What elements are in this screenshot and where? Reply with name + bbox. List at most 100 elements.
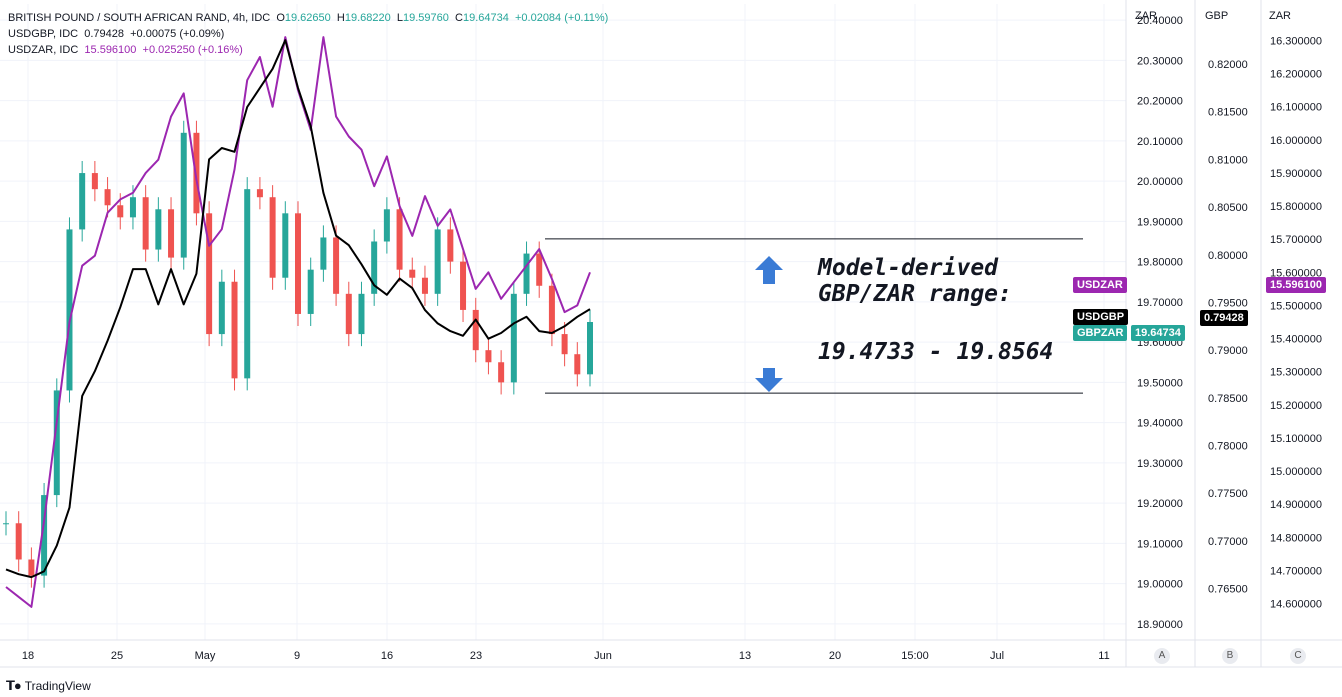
candle-body (104, 189, 111, 206)
candle-body (269, 197, 276, 278)
legend-change: +0.02084 (+0.11%) (514, 12, 609, 24)
legend-usdzar-value: 15.596100 (84, 44, 137, 56)
time-tick-label: 25 (111, 650, 123, 662)
zar-right-tick-label: 15.000000 (1270, 466, 1322, 478)
gbpzar-candles (3, 120, 593, 588)
range-levels[interactable] (545, 238, 1083, 394)
zar-right-tick-label: 15.100000 (1270, 433, 1322, 445)
gbp-tick-label: 0.82000 (1208, 59, 1248, 71)
candle-body (142, 197, 149, 250)
gbp-tick-label: 0.78500 (1208, 393, 1248, 405)
gbp-tick-label: 0.78000 (1208, 440, 1248, 452)
tradingview-logo[interactable]: 𝗧● TradingView (6, 678, 91, 694)
zar-left-tick-label: 19.00000 (1137, 579, 1183, 591)
legend-o-label: O (276, 12, 285, 24)
gbp-tick-label: 0.81000 (1208, 154, 1248, 166)
candle-body (206, 213, 213, 335)
candle-body (168, 209, 175, 258)
time-tick-label: Jun (594, 650, 612, 662)
axis-b-button[interactable]: B (1222, 648, 1238, 664)
legend-usdzar-change: +0.025250 (+0.16%) (142, 44, 243, 56)
price-axes[interactable]: 20.40000 20.30000 20.20000 20.10000 20.00000… (0, 0, 1342, 668)
zar-left-tick-label: 19.10000 (1137, 538, 1183, 550)
candle-body (383, 209, 390, 242)
tradingview-name: TradingView (24, 679, 91, 693)
gbpzar-name-tag: GBPZAR (1073, 325, 1128, 341)
time-tick-label: 9 (294, 650, 300, 662)
usdgbp-name-tag: USDGBP (1073, 309, 1129, 325)
candle-body (3, 523, 9, 525)
candle-body (472, 309, 479, 351)
annotation-line2: GBP/ZAR range: (818, 281, 1012, 307)
candle-body (421, 277, 428, 294)
time-tick-label: Jul (990, 650, 1004, 662)
usdgbp-value-tag: 0.79428 (1200, 310, 1248, 326)
time-tick-label: 13 (739, 650, 751, 662)
tradingview-logo-icon: 𝗧● (6, 678, 22, 693)
overlay-series (5, 36, 591, 608)
candle-body (358, 293, 365, 335)
time-tick-label: 18 (22, 650, 34, 662)
axis-c-button[interactable]: C (1290, 648, 1306, 664)
zar-left-tick-label: 19.30000 (1137, 458, 1183, 470)
series-line-usdgbp (5, 39, 591, 579)
time-tick-label: 15:00 (901, 650, 929, 662)
grid-lines (0, 4, 1126, 640)
candle-body (587, 322, 593, 375)
candle-body (180, 132, 187, 258)
axis-a-button[interactable]: A (1154, 648, 1170, 664)
candle-body (41, 495, 48, 576)
zar-left-tick-label: 20.40000 (1137, 15, 1183, 27)
time-axis[interactable]: 18 25 May 9 16 23 Jun 13 20 15:00 Jul 11 (22, 650, 1110, 662)
gbp-tick-label: 0.80500 (1208, 202, 1248, 214)
candle-body (548, 285, 555, 335)
candle-body (371, 241, 378, 294)
candle-body (155, 209, 162, 250)
zar-left-tick-label: 20.10000 (1137, 136, 1183, 148)
time-tick-label: 20 (829, 650, 841, 662)
time-tick-label: May (195, 650, 216, 662)
candle-body (460, 261, 467, 310)
time-tick-label: 11 (1098, 650, 1109, 662)
gbp-tick-label: 0.79000 (1208, 345, 1248, 357)
arrow-down-icon (755, 368, 783, 392)
zar-right-tick-label: 15.900000 (1270, 168, 1322, 180)
time-tick-label: 16 (381, 650, 393, 662)
legend-usdgbp-change: +0.00075 (+0.09%) (130, 28, 225, 40)
legend-open: 19.62650 (284, 12, 331, 24)
legend-usdzar-title: USDZAR, IDC (8, 44, 79, 56)
zar-left-tick-label: 18.90000 (1137, 619, 1183, 631)
zar-left-tick-label: 20.00000 (1137, 176, 1183, 188)
candle-body (307, 269, 314, 314)
legend-main-title: BRITISH POUND / SOUTH AFRICAN RAND, 4h, … (8, 12, 271, 24)
legend-gbpzar: BRITISH POUND / SOUTH AFRICAN RAND, 4h, … (8, 10, 608, 26)
candle-body (15, 523, 22, 560)
legend-l-label: L (396, 12, 403, 24)
candle-body (498, 362, 505, 383)
gbp-tick-label: 0.77500 (1208, 488, 1248, 500)
zar-left-tick-label: 19.80000 (1137, 257, 1183, 269)
zar-right-tick-label: 15.700000 (1270, 234, 1322, 246)
legend-c-label: C (455, 12, 463, 24)
candle-body (218, 281, 225, 335)
zar-right-tick-label: 16.200000 (1270, 69, 1322, 81)
legend-usdgbp-title: USDGBP, IDC (8, 28, 79, 40)
time-tick-label: 23 (470, 650, 482, 662)
zar-right-tick-label: 15.500000 (1270, 300, 1322, 312)
range-arrows (755, 256, 783, 392)
gbp-tick-label: 0.79500 (1208, 297, 1248, 309)
usdzar-name-tag: USDZAR (1073, 277, 1127, 293)
legend-usdzar: USDZAR, IDC 15.596100 +0.025250 (+0.16%) (8, 42, 608, 58)
candle-body (561, 334, 568, 355)
zar-left-tick-label: 19.90000 (1137, 216, 1183, 228)
candle-body (536, 253, 543, 286)
candle-body (333, 237, 340, 294)
candle-body (53, 390, 60, 496)
legend-h-label: H (336, 12, 345, 24)
gbp-tick-label: 0.80000 (1208, 250, 1248, 262)
zar-right-tick-label: 16.000000 (1270, 135, 1322, 147)
legend-high: 19.68220 (344, 12, 391, 24)
candle-body (244, 189, 251, 379)
range-annotation[interactable]: Model-derived GBP/ZAR range: 19.4733 - 1… (818, 255, 1053, 365)
